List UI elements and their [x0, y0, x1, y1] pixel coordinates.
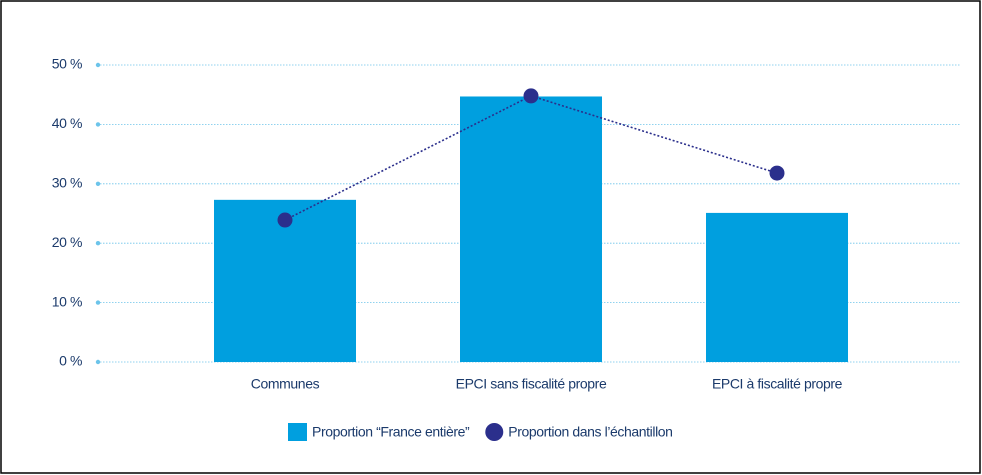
x-tick-label: EPCI sans fiscalité propre [456, 376, 607, 392]
y-tick-label: 40 % [52, 115, 82, 131]
y-tick-label: 20 % [52, 234, 82, 250]
legend-label: Proportion “France entière” [312, 424, 470, 440]
point [277, 212, 293, 228]
x-tick-label: Communes [251, 376, 320, 392]
tick-dot [95, 122, 101, 127]
legend-label: Proportion dans l’échantillon [508, 424, 672, 440]
legend-swatch [288, 423, 307, 441]
tick-dot [95, 359, 101, 365]
tick-dot [95, 62, 101, 68]
legend-swatch [485, 423, 504, 441]
bar [706, 212, 848, 362]
tick-dot [95, 181, 101, 186]
bar [460, 96, 602, 363]
tick-dot [95, 241, 101, 246]
point [769, 165, 785, 181]
x-tick-label: EPCI à fiscalité propre [712, 376, 843, 392]
tick-dot [95, 300, 101, 305]
point [523, 88, 539, 104]
y-tick-label: 30 % [52, 175, 82, 191]
y-tick-label: 50 % [52, 56, 82, 72]
y-tick-label: 10 % [52, 293, 82, 309]
y-tick-label: 0 % [59, 353, 82, 369]
